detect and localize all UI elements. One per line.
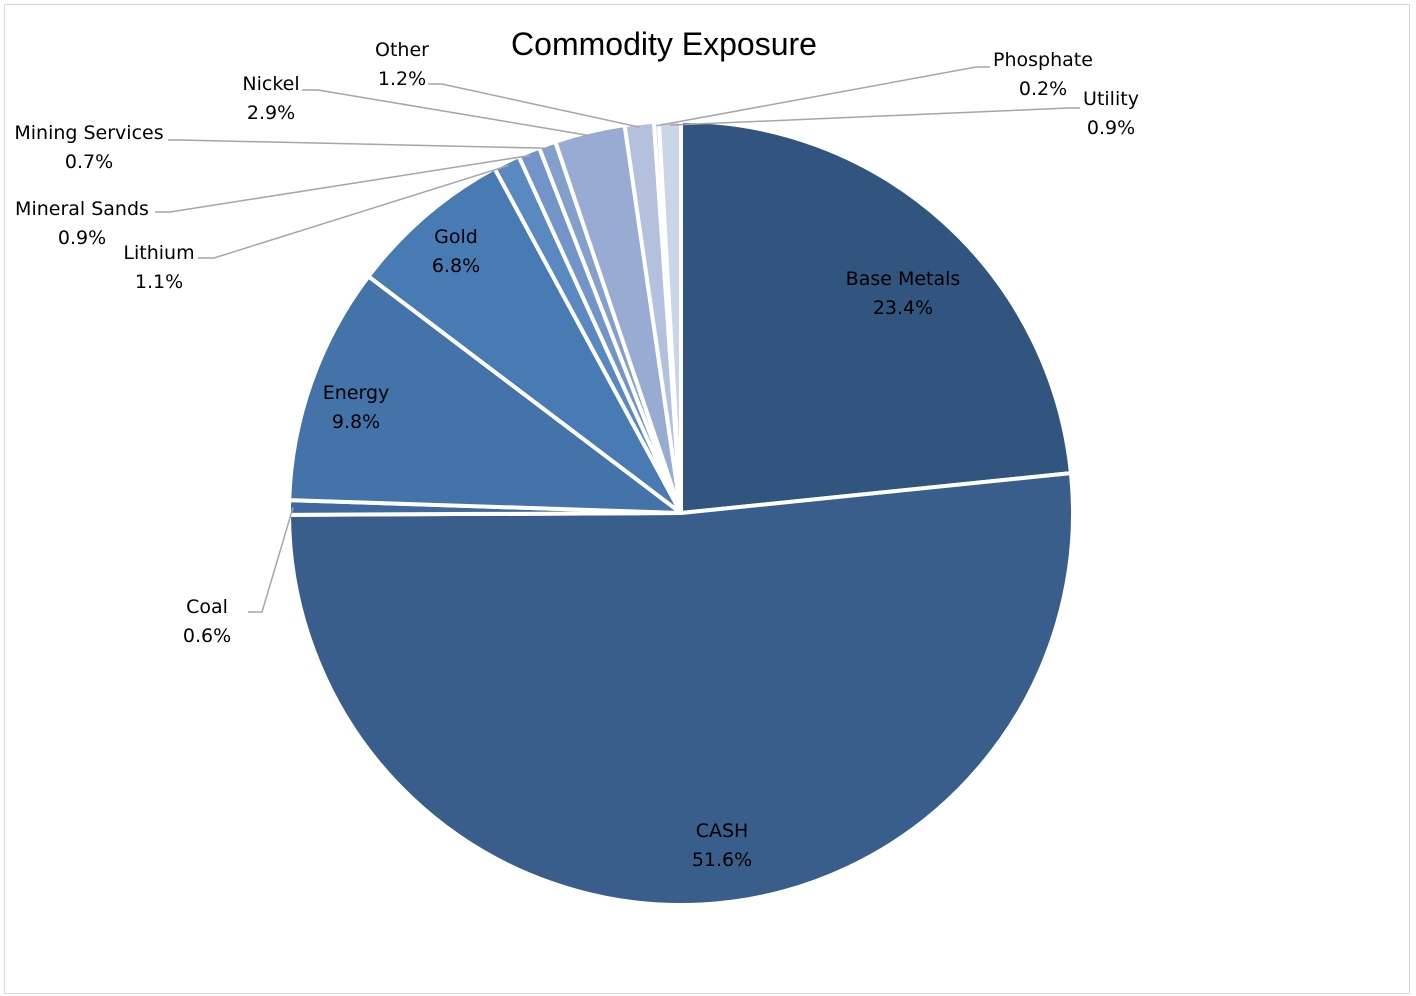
slice-label-gold: Gold [434,226,478,248]
chart-title: Commodity Exposure [511,26,817,62]
slice-value-gold: 6.8% [432,255,480,277]
leader-line-mining-services [168,139,549,150]
leader-lines [155,66,1080,613]
slice-label-other: Other [375,39,429,61]
pie-slices [287,119,1075,908]
slice-label-utility: Utility [1083,88,1139,110]
slice-value-base-metals: 23.4% [873,297,933,319]
slice-value-cash: 51.6% [692,849,752,871]
slice-label-lithium: Lithium [123,242,194,264]
leader-line-utility [670,107,1080,126]
slice-value-nickel: 2.9% [247,102,295,124]
slice-label-mineral-sands: Mineral Sands [15,198,149,220]
slice-label-cash: CASH [696,820,749,842]
slice-label-mining-services: Mining Services [14,122,163,144]
slice-labels: Base Metals 23.4% CASH 51.6% Coal 0.6% Energy 9… [14,39,1139,871]
slice-label-base-metals: Base Metals [846,268,961,290]
slice-value-mining-services: 0.7% [65,151,113,173]
slice-value-utility: 0.9% [1087,117,1135,139]
slice-value-coal: 0.6% [183,625,231,647]
slice-label-coal: Coal [186,596,228,618]
slice-value-mineral-sands: 0.9% [58,227,106,249]
leader-line-coal [248,507,294,613]
pie-slice-cash [287,471,1075,908]
slice-value-energy: 9.8% [332,411,380,433]
leader-line-other [428,83,640,128]
slice-label-energy: Energy [323,382,390,404]
slice-value-lithium: 1.1% [135,271,183,293]
pie-slice-base-metals [679,119,1073,515]
pie-slice-energy [287,274,683,515]
leader-line-nickel [302,89,591,137]
leader-line-mineral-sands [155,154,531,213]
slice-label-phosphate: Phosphate [993,49,1093,71]
leader-line-lithium [198,164,509,259]
slice-label-nickel: Nickel [242,73,299,95]
slice-value-other: 1.2% [378,68,426,90]
slice-value-phosphate: 0.2% [1019,78,1067,100]
leader-line-phosphate [656,66,990,127]
